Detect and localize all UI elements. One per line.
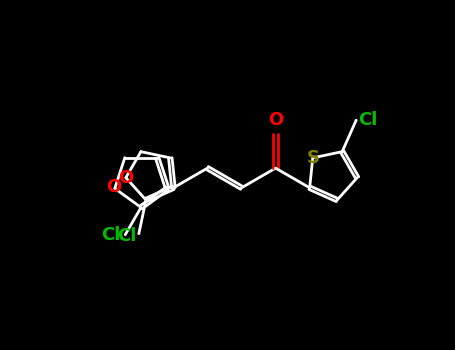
Text: O: O [268, 111, 283, 129]
Text: Cl: Cl [101, 226, 120, 244]
Text: O: O [106, 178, 121, 196]
Text: Cl: Cl [358, 111, 378, 129]
Text: Cl: Cl [117, 226, 137, 245]
Text: O: O [118, 169, 133, 187]
Text: S: S [306, 149, 319, 167]
